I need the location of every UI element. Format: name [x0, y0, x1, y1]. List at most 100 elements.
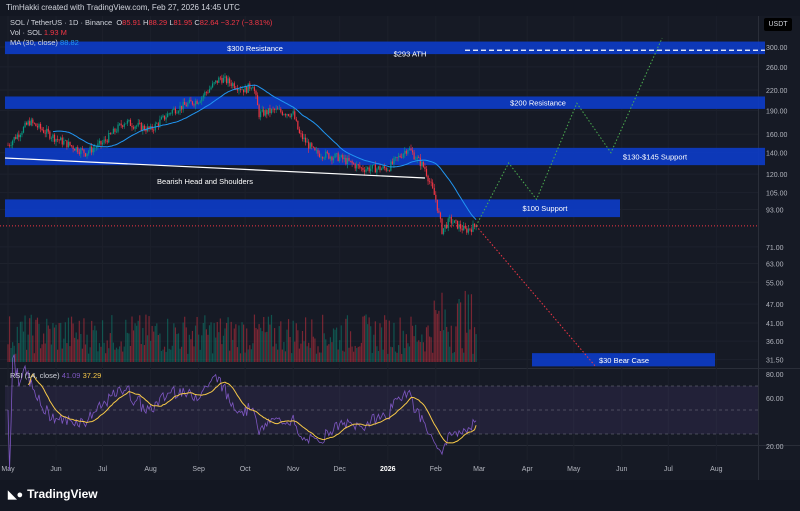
- volume-bar: [382, 349, 384, 362]
- candle-body: [142, 125, 144, 131]
- candle-body: [193, 104, 195, 106]
- candle-body: [33, 122, 35, 124]
- candle-body: [283, 114, 285, 115]
- volume-bar: [224, 328, 226, 362]
- volume-bar: [309, 347, 311, 362]
- chart-canvas[interactable]: 300.00 260.00 220.00 190.00 160.00 140.00 120.…: [0, 0, 800, 480]
- candle-body: [432, 182, 434, 189]
- symbol[interactable]: SOL / TetherUS · 1D · Binance: [10, 18, 113, 27]
- candle-body: [225, 76, 228, 84]
- volume-bar: [349, 331, 352, 362]
- candle-body: [394, 157, 397, 159]
- candle-body: [322, 157, 324, 159]
- volume-bar: [198, 334, 200, 362]
- volume-bar: [26, 349, 28, 362]
- candle-body: [105, 139, 107, 141]
- rsi-line: [7, 354, 477, 471]
- volume-bar: [473, 327, 476, 362]
- candle-body: [421, 162, 423, 167]
- volume-bar: [57, 349, 59, 362]
- candle-body: [300, 133, 302, 134]
- volume-bar: [278, 326, 280, 362]
- candle-body: [332, 157, 335, 161]
- candle-body: [50, 138, 52, 139]
- volume-bar: [444, 309, 446, 362]
- volume-bar: [143, 345, 145, 362]
- l-label: L: [169, 18, 174, 27]
- volume-bar: [38, 323, 40, 362]
- candle-body: [435, 194, 437, 200]
- volume-bar: [470, 294, 473, 362]
- volume-bar: [250, 349, 252, 362]
- candle-body: [143, 125, 145, 130]
- candle-body: [32, 119, 34, 123]
- volume-bar: [95, 330, 97, 362]
- volume-bar: [230, 321, 232, 362]
- candle-body: [94, 147, 96, 149]
- volume-bar: [360, 342, 362, 362]
- price-tick-label: 120.00: [766, 172, 788, 179]
- candle-body: [63, 140, 65, 145]
- volume-bar: [238, 325, 240, 362]
- candle-body: [246, 86, 248, 93]
- candle-body: [320, 157, 322, 158]
- volume-bar: [343, 351, 345, 362]
- volume-bar: [210, 322, 212, 362]
- candle-body: [464, 225, 466, 229]
- volume-bar: [60, 322, 62, 362]
- volume-bar: [464, 290, 466, 362]
- candle-body: [243, 89, 245, 93]
- zone-label: $200 Resistance: [510, 99, 566, 108]
- volume-bar: [160, 350, 163, 362]
- volume-bar: [331, 342, 333, 362]
- candle-body: [272, 108, 274, 110]
- volume-bar: [377, 351, 380, 362]
- candle-body: [362, 167, 364, 171]
- volume-bar: [29, 318, 31, 362]
- candle-body: [43, 130, 45, 133]
- volume-bar: [301, 330, 304, 362]
- volume-bar: [88, 353, 90, 362]
- volume-bar: [204, 315, 206, 362]
- volume-bar: [258, 324, 260, 362]
- volume-bar: [159, 333, 161, 362]
- candle-body: [190, 99, 192, 102]
- candle-body: [416, 157, 418, 160]
- candle-body: [136, 125, 138, 127]
- volume-bar: [199, 349, 201, 362]
- volume-bar: [323, 333, 325, 362]
- candle-body: [199, 101, 201, 103]
- candle-body: [176, 112, 178, 114]
- volume-bar: [129, 345, 132, 362]
- volume-bar: [326, 345, 328, 362]
- candle-body: [163, 115, 166, 120]
- candle-body: [167, 113, 169, 118]
- candle-body: [108, 133, 110, 143]
- candle-body: [39, 123, 42, 129]
- volume-bar: [235, 324, 237, 362]
- volume-bar: [41, 344, 43, 362]
- volume-bar: [458, 298, 460, 362]
- candle-body: [439, 212, 442, 219]
- candle-body: [55, 139, 57, 142]
- volume-bar: [196, 316, 198, 362]
- volume-bar: [252, 343, 254, 362]
- volume-bar: [469, 329, 471, 362]
- volume-bar: [261, 331, 263, 362]
- candle-body: [315, 150, 318, 151]
- volume-bar: [74, 337, 76, 362]
- currency-button[interactable]: USDT: [764, 18, 792, 31]
- price-tick-label: 41.00: [766, 321, 784, 328]
- tradingview-logo[interactable]: ◣● TradingView: [8, 487, 98, 501]
- candle-body: [418, 157, 420, 158]
- volume-bar: [460, 302, 462, 362]
- candle-body: [456, 220, 459, 229]
- volume-bar: [232, 339, 234, 362]
- candle-body: [309, 143, 311, 149]
- candle-body: [97, 143, 99, 148]
- zone-$200 Resistance: [5, 96, 765, 109]
- volume-bar: [453, 352, 455, 362]
- volume-bar: [325, 339, 327, 362]
- candle-body: [287, 114, 290, 116]
